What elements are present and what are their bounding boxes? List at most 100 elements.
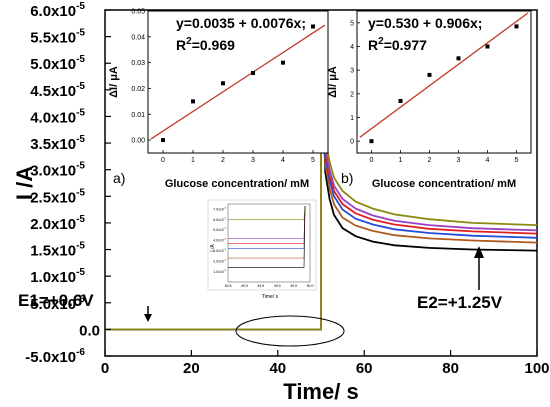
main-y-tick-mantissa: 1.5x10 [30, 243, 76, 260]
annotation-e2-arrow [474, 246, 484, 290]
main-y-tick-exponent: -5 [76, 267, 85, 278]
zoom-inset-y-tick-exponent: -7 [224, 207, 227, 210]
inset-b-y-tick-label: 1 [350, 115, 354, 122]
inset-a-r2: R2=0.969 [176, 36, 235, 53]
inset-a-fit-line [150, 24, 326, 140]
inset-a-y-tick-label: 0.05 [131, 9, 145, 16]
main-y-tick-exponent: -5 [76, 187, 85, 198]
zoom-inset-y-tick-mantissa: 3.0x10 [213, 249, 224, 253]
inset-a-data-point [221, 81, 225, 86]
inset-b-data-point [427, 72, 432, 77]
main-plot: 0 20 40 60 80 100 -5.0x10-60.05.0x10-61.0x10-… [12, 1, 550, 404]
main-y-tick-label: 1.5x10-5 [30, 241, 85, 260]
inset-b-x-tick-label: 2 [428, 157, 432, 164]
main-y-tick-mantissa: 3.0x10 [30, 163, 76, 180]
inset-b-r2-label: R [368, 37, 378, 53]
inset-b-plot [359, 12, 529, 144]
inset-a-data-point [191, 99, 195, 104]
main-y-tick-label: 4.0x10-5 [30, 107, 85, 126]
main-y-tick-exponent: -5 [76, 54, 85, 65]
main-y-tick-exponent: -5 [76, 214, 85, 225]
inset-b-ticks: 0 1 2 3 4 5 0 1 2 3 4 5 [350, 20, 518, 164]
main-y-tick-mantissa: 6.0x10 [30, 3, 76, 20]
inset-a-data-point [251, 70, 255, 75]
zoom-inset-frame [207, 199, 317, 291]
inset-a-x-tick-label: 1 [191, 157, 195, 164]
inset-b-r2-value: =0.977 [384, 37, 427, 53]
zoom-inset-x-tick-label: 49.9 [241, 284, 248, 288]
annotation-e1: E1=+0.6V [18, 291, 94, 310]
inset-a-y-tick-label: 0.04 [131, 34, 145, 41]
zoom-inset-xlabel: Time/ s [262, 294, 279, 300]
zoom-inset-y-tick-exponent: -7 [224, 269, 227, 272]
inset-b-x-tick-label: 3 [457, 157, 461, 164]
inset-b-panel-label: b) [341, 170, 353, 186]
main-plot-frame [104, 9, 538, 357]
inset-b-fit-line [359, 12, 529, 138]
main-y-tick-label: -5.0x10-6 [25, 347, 85, 366]
inset-a-plot [150, 24, 326, 143]
zoom-inset-y-tick-label: 6.0x10-7 [213, 217, 226, 222]
zoom-inset-x-tick-label: 49.9 [274, 284, 281, 288]
zoom-inset-x-tick-label: 50.0 [307, 284, 314, 288]
zoom-inset-x-tick-label: 49.9 [257, 284, 264, 288]
main-y-tick-mantissa: 5.5x10 [30, 30, 76, 47]
annotation-e2: E2=+1.25V [417, 293, 503, 312]
main-y-tick-exponent: -5 [76, 1, 85, 12]
zoom-inset-y-tick-mantissa: 1.0x10 [213, 270, 224, 274]
y-axis-label: I /A [12, 166, 37, 200]
inset-a-ylabel: ΔI/ μA [108, 66, 120, 98]
main-y-tick-label: 1.0x10-5 [30, 267, 85, 286]
inset-a-xlabel: Glucose concentration/ mM [165, 178, 309, 190]
main-y-tick-exponent: -6 [76, 294, 85, 305]
zoom-inset-y-tick-exponent: -7 [224, 217, 227, 220]
inset-a: 0 1 2 3 4 5 0.00 0.01 0.02 0.03 0.04 0.05 y=0.0035 … [108, 9, 329, 190]
main-x-tick-label: 60 [356, 360, 373, 377]
main-y-tick-mantissa: 0.0 [79, 322, 100, 339]
zoom-inset-y-tick-label: 1.0x10-7 [213, 269, 226, 274]
inset-a-data-point [311, 24, 315, 29]
main-y-tick-exponent: -5 [76, 81, 85, 92]
inset-b-y-tick-label: 4 [350, 44, 354, 51]
inset-b-x-tick-label: 5 [515, 157, 519, 164]
inset-b-y-tick-label: 5 [350, 20, 354, 27]
zoom-inset-y-tick-mantissa: 4.0x10 [213, 239, 224, 243]
inset-b-r2: R2=0.977 [368, 36, 427, 53]
main-x-tick-label: 40 [269, 360, 286, 377]
main-y-tick-exponent: -5 [76, 161, 85, 172]
main-y-tick-label: 5.5x10-5 [30, 28, 85, 47]
highlight-ellipse [235, 315, 345, 347]
main-x-tick-label: 100 [524, 360, 549, 377]
inset-b-ylabel: ΔI/ μA [327, 66, 339, 98]
annotation-e1-arrow [144, 306, 152, 322]
inset-a-ticks: 0 1 2 3 4 5 0.00 0.01 0.02 0.03 0.04 0.05 [131, 9, 315, 165]
inset-a-equation: y=0.0035 + 0.0076x; [176, 15, 306, 31]
inset-a-y-tick-label: 0.00 [131, 138, 145, 145]
inset-b-xlabel: Glucose concentration/ mM [372, 178, 516, 190]
main-y-tick-mantissa: 2.0x10 [30, 216, 76, 233]
inset-a-data-point [281, 60, 285, 65]
inset-a-y-tick-label: 0.01 [131, 112, 145, 119]
main-y-tick-exponent: -6 [76, 347, 85, 358]
main-x-tick-label: 0 [101, 360, 109, 377]
main-y-tick-mantissa: 4.0x10 [30, 109, 76, 126]
inset-b-r2-sup: 2 [378, 36, 384, 47]
inset-b-data-point [369, 139, 374, 144]
inset-a-panel-label: a) [113, 170, 125, 186]
main-y-tick-label: 5.0x10-6 [30, 294, 85, 313]
main-y-tick-label: 0.0 [79, 322, 100, 339]
main-y-tick-mantissa: 1.0x10 [30, 269, 76, 286]
inset-a-x-tick-label: 2 [221, 157, 225, 164]
main-x-tick-label: 20 [183, 360, 200, 377]
zoom-inset-y-tick-exponent: -7 [224, 238, 227, 241]
inset-b-x-tick-label: 1 [399, 157, 403, 164]
main-y-tick-mantissa: 5.0x10 [30, 56, 76, 73]
zoom-inset-y-tick-exponent: -7 [224, 249, 227, 252]
inset-a-y-tick-label: 0.02 [131, 86, 145, 93]
inset-a-x-tick-label: 3 [251, 157, 255, 164]
main-y-tick-exponent: -5 [76, 107, 85, 118]
zoom-inset-y-tick-exponent: -7 [224, 228, 227, 231]
inset-b-equation: y=0.530 + 0.906x; [368, 15, 482, 31]
